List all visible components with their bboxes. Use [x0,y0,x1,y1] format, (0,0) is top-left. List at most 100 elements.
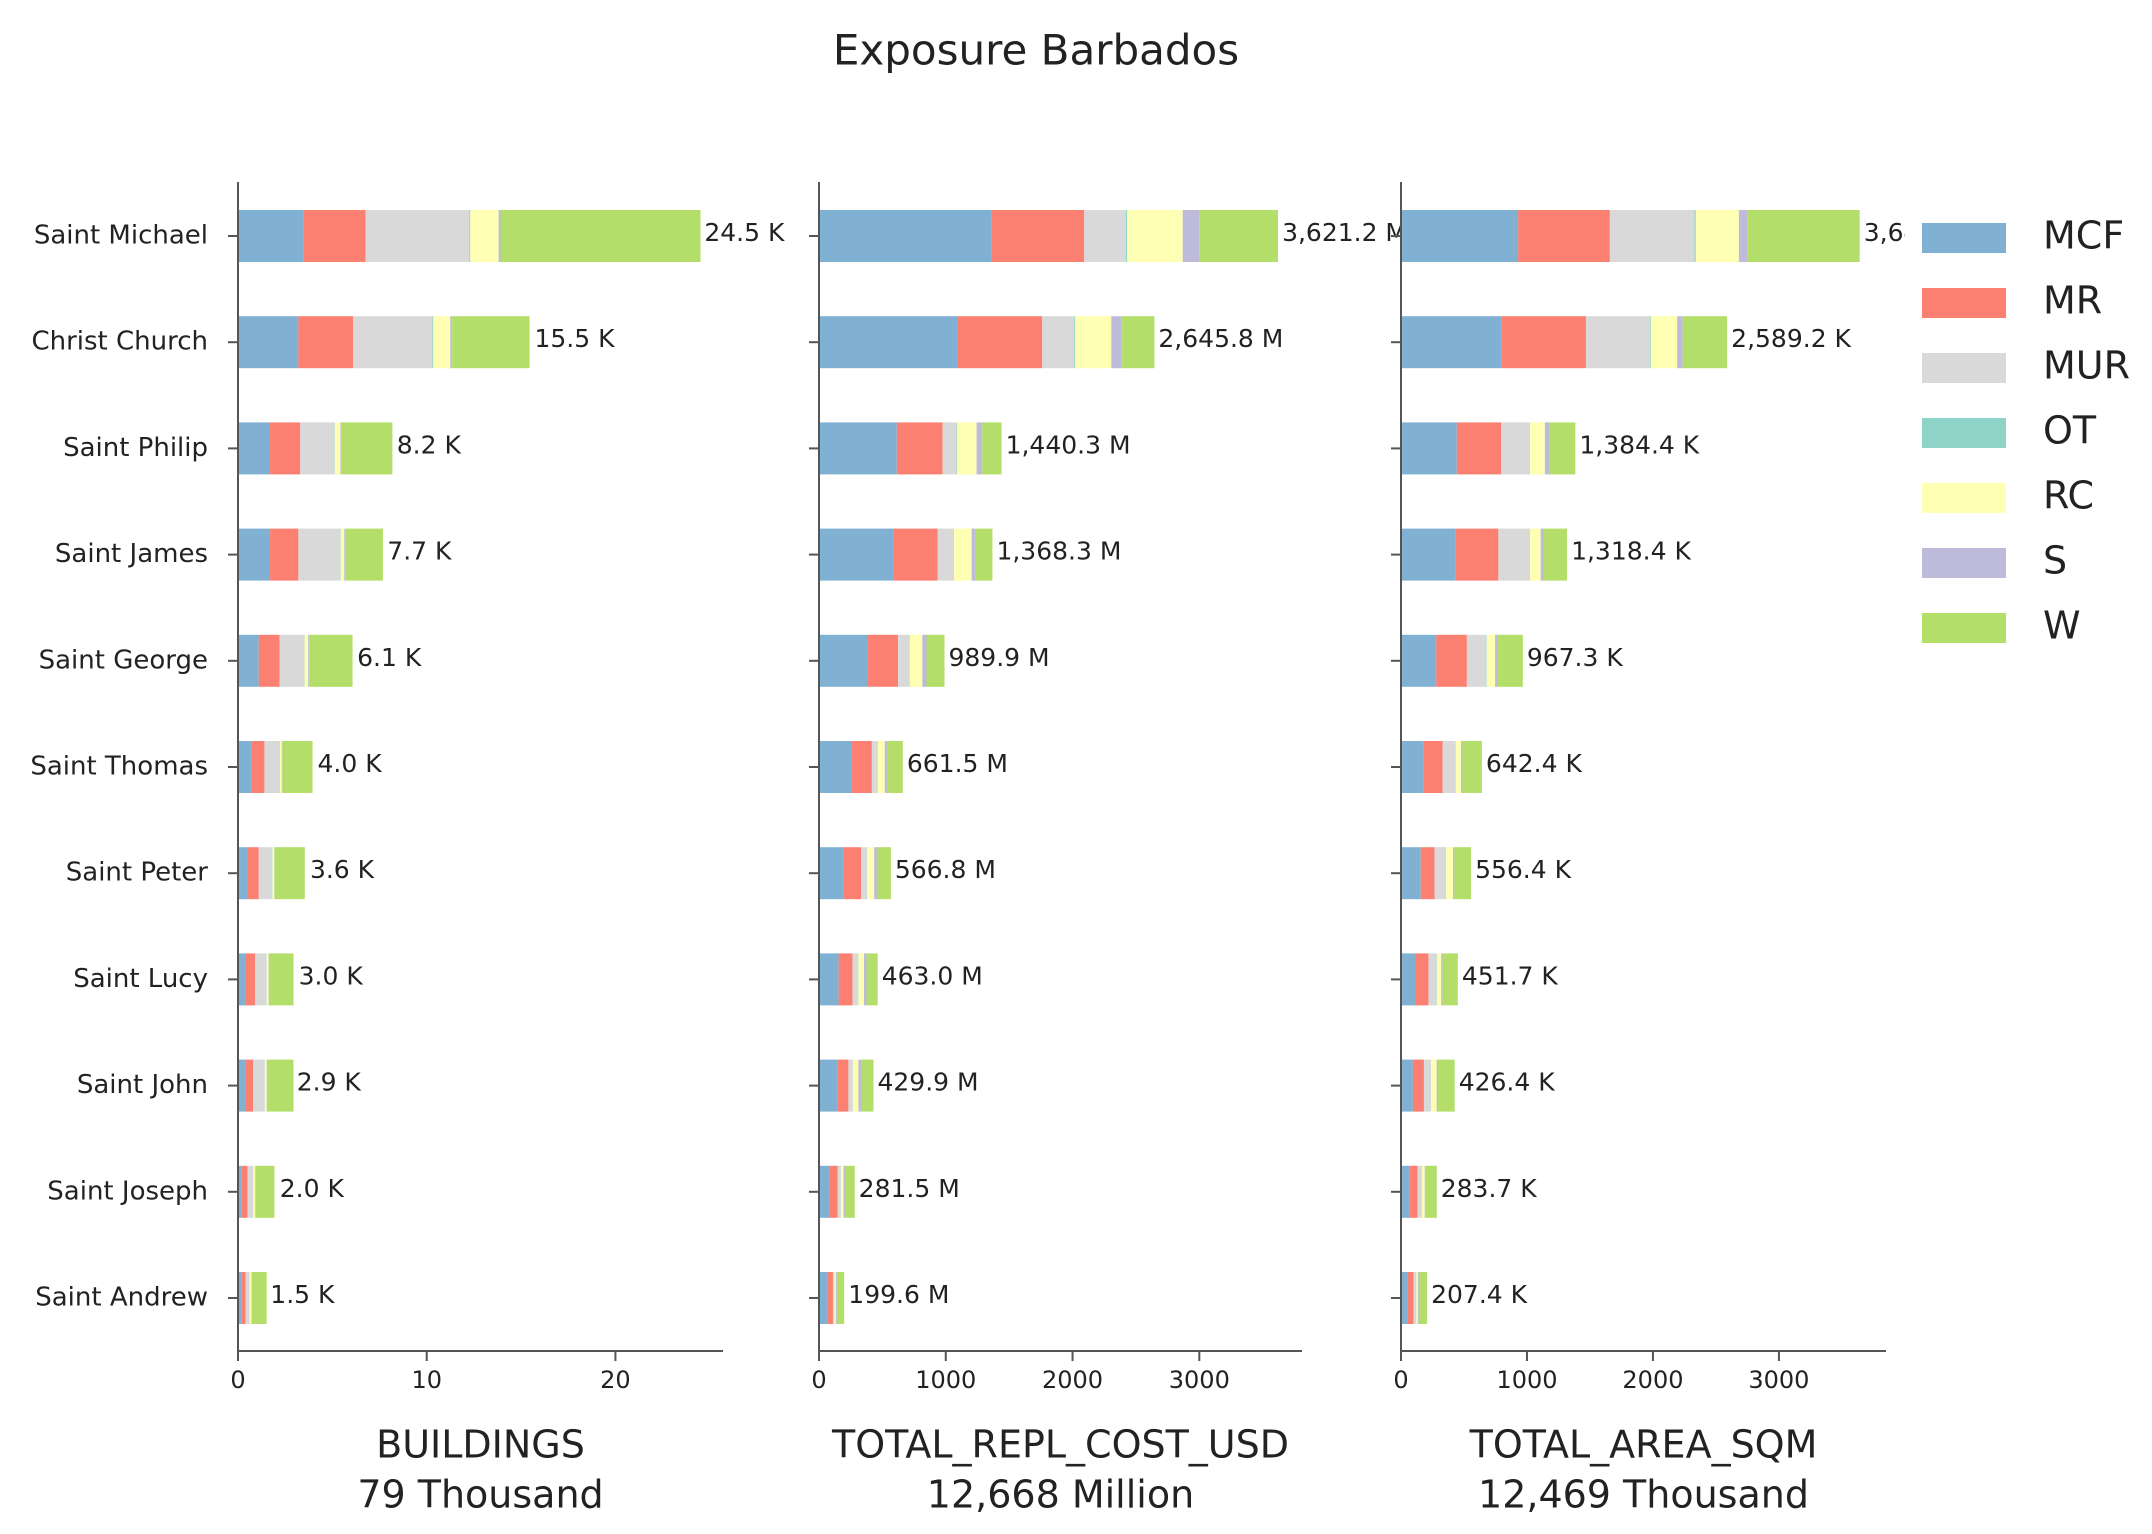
total-label: 207.4 K [1431,1280,1528,1309]
bar-segment [926,634,945,687]
bar-segment [1441,953,1443,1006]
bar-segment [1423,741,1443,793]
bar-segment [1486,634,1496,687]
x-axis-label: BUILDINGS [376,1423,585,1467]
x-tick-label: 3000 [1748,1366,1809,1394]
bar-segment [982,422,1002,475]
bar-segment [251,741,265,793]
bar-segment [1434,847,1446,900]
bar-segment [432,316,434,369]
bar-segment [1529,422,1545,475]
bar-segment [1453,847,1455,900]
bar-segment [861,847,867,900]
bar-segment [433,316,451,369]
bar-segment [1401,422,1457,475]
bar-segment [334,422,341,475]
legend-swatch [1922,223,2006,253]
bar-segment [1495,634,1498,687]
y-tick-label: Saint Lucy [73,964,208,994]
total-label: 6.1 K [357,643,422,672]
bar-segment [1436,634,1467,687]
bar-segment [282,741,313,793]
bar-segment [819,634,868,687]
bar-segment [898,634,910,687]
bar-segment [1446,847,1454,900]
bar-segment [1585,316,1650,369]
legend-label: OT [2043,409,2097,453]
bar-segment [241,1272,246,1324]
bar-segment [1409,1165,1418,1218]
bar-segment [1412,1059,1424,1112]
bar-segment [264,1059,267,1112]
bar-segment [819,1165,830,1218]
bar-segment [251,1272,267,1324]
bar-segment [254,953,267,1006]
bar-segment [1437,953,1442,1006]
bar-segment [452,316,530,369]
bar-segment [255,1165,275,1218]
bar-segment [1609,210,1695,262]
bar-segment [1528,528,1530,581]
total-label: 1,318.4 K [1571,537,1691,566]
bar-segment [238,953,246,1006]
bar-segment [942,422,957,475]
bar-segment [971,528,976,581]
bar-segment [238,1165,242,1218]
bar-segment [1677,316,1683,369]
bar-segment [300,422,335,475]
bar-segment [1738,210,1748,262]
bar-segment [341,422,393,475]
chart-title: Exposure Barbados [833,26,1239,75]
total-label: 7.7 K [387,537,452,566]
bar-segment [1544,422,1550,475]
bar-segment [835,1272,837,1324]
bar-segment [470,210,499,262]
bar-segment [1695,210,1739,262]
bar-segment [365,210,470,262]
bar-segment [279,741,282,793]
bar-segment [1042,316,1075,369]
bar-segment [1462,741,1482,793]
bar-segment [1417,1165,1422,1218]
legend-swatch [1922,613,2006,643]
bar-segment [245,1272,250,1324]
x-axis-label: TOTAL_REPL_COST_USD [831,1423,1289,1467]
bar-segment [309,634,353,687]
bar-segment [952,528,954,581]
total-label: 1,384.4 K [1579,430,1699,459]
bar-segment [953,528,972,581]
legend-label: MCF [2043,214,2124,258]
bar-segment [450,316,453,369]
x-tick-label: 10 [411,1366,442,1394]
total-label: 451.7 K [1462,961,1559,990]
x-tick-label: 3000 [1169,1366,1230,1394]
bar-segment [308,634,310,687]
bar-segment [253,1165,256,1218]
x-axis-sublabel: 12,668 Million [927,1473,1194,1517]
bar-segment [876,847,891,900]
total-label: 4.0 K [317,749,382,778]
bar-segment [867,847,875,900]
bar-segment [1401,316,1502,369]
bar-segment [353,316,433,369]
bar-segment [270,528,299,581]
legend-label: W [2043,604,2081,648]
total-label: 967.3 K [1527,643,1624,672]
total-label: 3,621.2 M [1282,218,1407,247]
bar-segment [956,422,958,475]
bar-segment [909,634,923,687]
y-tick-label: Saint George [39,645,208,675]
bar-segment [245,1059,254,1112]
bar-segment [1436,1059,1439,1112]
bar-segment [238,210,304,262]
x-tick-label: 2000 [1622,1366,1683,1394]
bar-segment [843,1165,845,1218]
bar-segment [1518,210,1610,262]
bar-segment [1416,1272,1418,1324]
x-tick-label: 1000 [915,1366,976,1394]
bar-segment [1486,634,1487,687]
bar-segment [344,528,346,581]
bar-segment [887,741,903,793]
bar-segment [1417,1272,1419,1324]
bar-segment [1461,741,1463,793]
